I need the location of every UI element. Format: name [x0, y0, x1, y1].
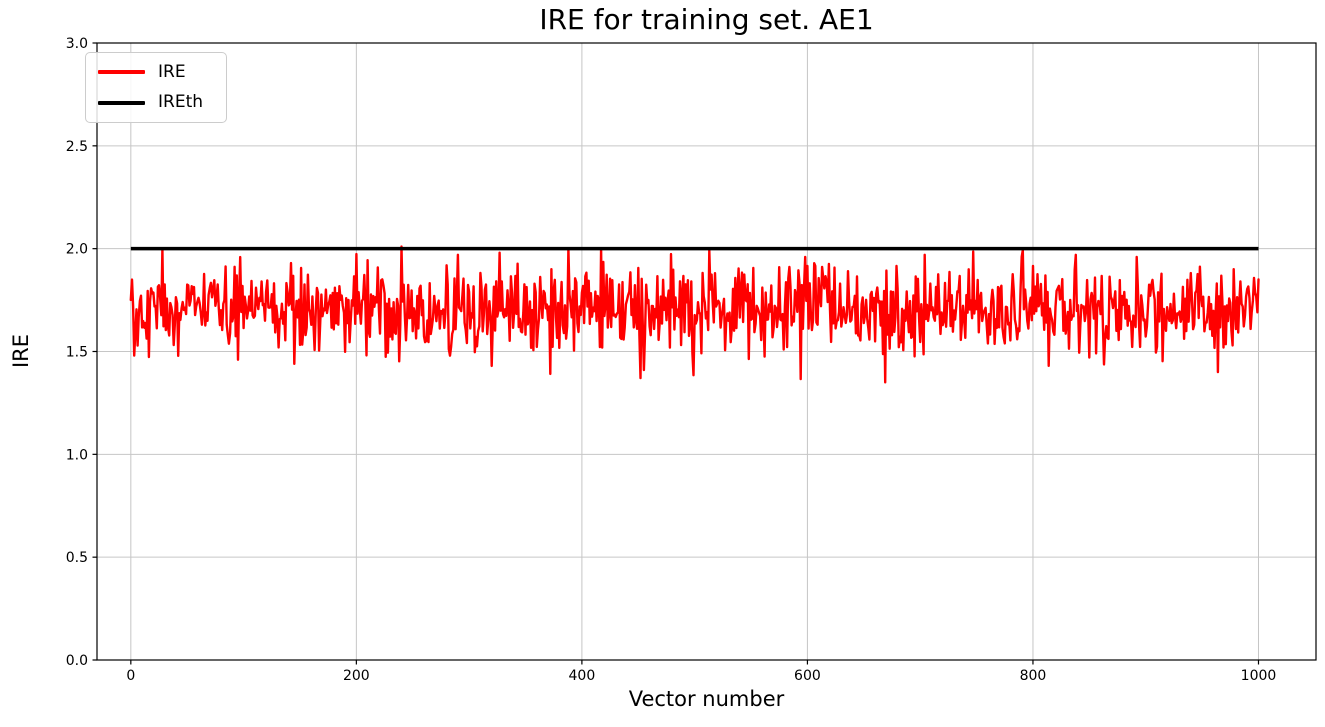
x-tick-label: 0	[126, 668, 135, 684]
legend-entry-ireth: IREth	[98, 92, 214, 112]
x-tick-label: 400	[569, 668, 596, 684]
legend-line-sample-ire	[98, 70, 145, 75]
legend-label-ireth: IREth	[158, 92, 204, 113]
x-tick-label: 1000	[1241, 668, 1277, 684]
chart-title: IRE for training set. AE1	[539, 3, 874, 36]
y-axis-label: IRE	[9, 333, 33, 369]
y-tick-label: 0.0	[66, 653, 88, 669]
x-tick-label: 200	[343, 668, 370, 684]
legend-label-ire: IRE	[158, 62, 186, 82]
x-tick-label: 800	[1020, 668, 1047, 684]
legend-line-sample-ireth	[98, 100, 145, 105]
y-tick-label: 0.5	[66, 550, 88, 566]
legend-entry-ire: IRE	[98, 62, 214, 82]
legend: IRE IREth	[85, 52, 227, 123]
x-axis-label: Vector number	[628, 687, 785, 711]
y-tick-label: 2.0	[66, 242, 88, 258]
y-tick-label: 1.5	[66, 345, 88, 361]
y-tick-label: 2.5	[66, 139, 88, 155]
x-tick-label: 600	[794, 668, 821, 684]
y-tick-label: 1.0	[66, 447, 88, 463]
data-line-ire	[129, 245, 1260, 384]
y-tick-label: 3.0	[66, 36, 88, 52]
